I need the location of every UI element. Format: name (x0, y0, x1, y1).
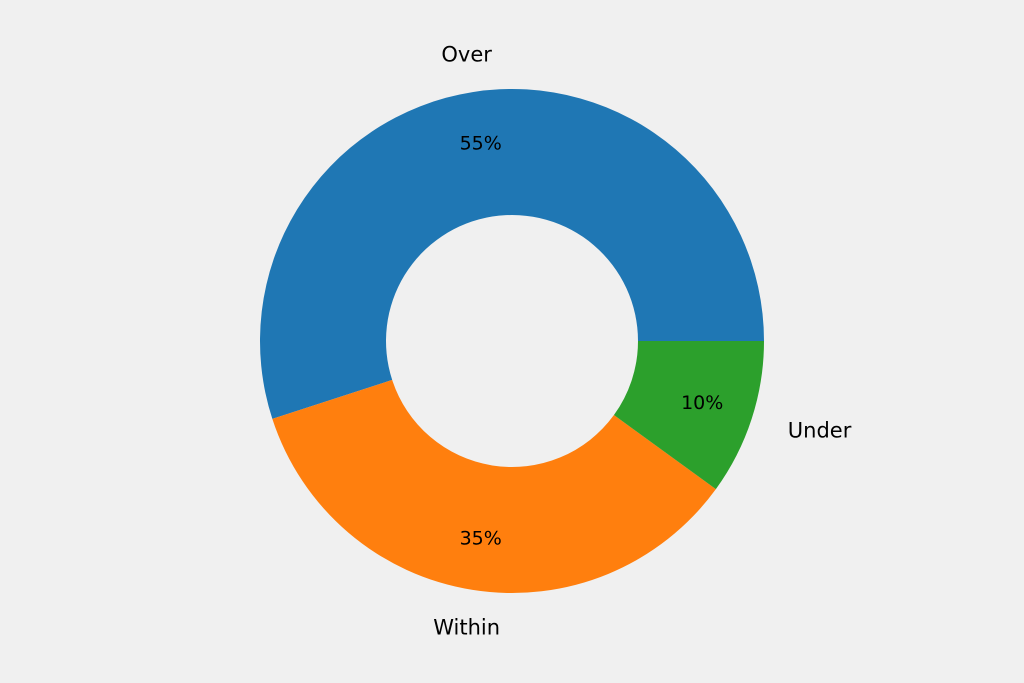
category-label-over: Over (441, 43, 492, 67)
slice-under (613, 341, 764, 490)
category-labels-layer: Over Within Under (433, 43, 852, 640)
percent-labels-layer: 55% 35% 10% (460, 132, 724, 549)
percent-label-under: 10% (681, 392, 723, 414)
percent-label-within: 35% (460, 528, 502, 550)
percent-label-over: 55% (460, 132, 502, 154)
category-label-under: Under (788, 419, 852, 443)
slices-layer (259, 89, 764, 593)
slice-over (259, 89, 764, 419)
slice-within (272, 379, 716, 593)
category-label-within: Within (433, 615, 500, 639)
